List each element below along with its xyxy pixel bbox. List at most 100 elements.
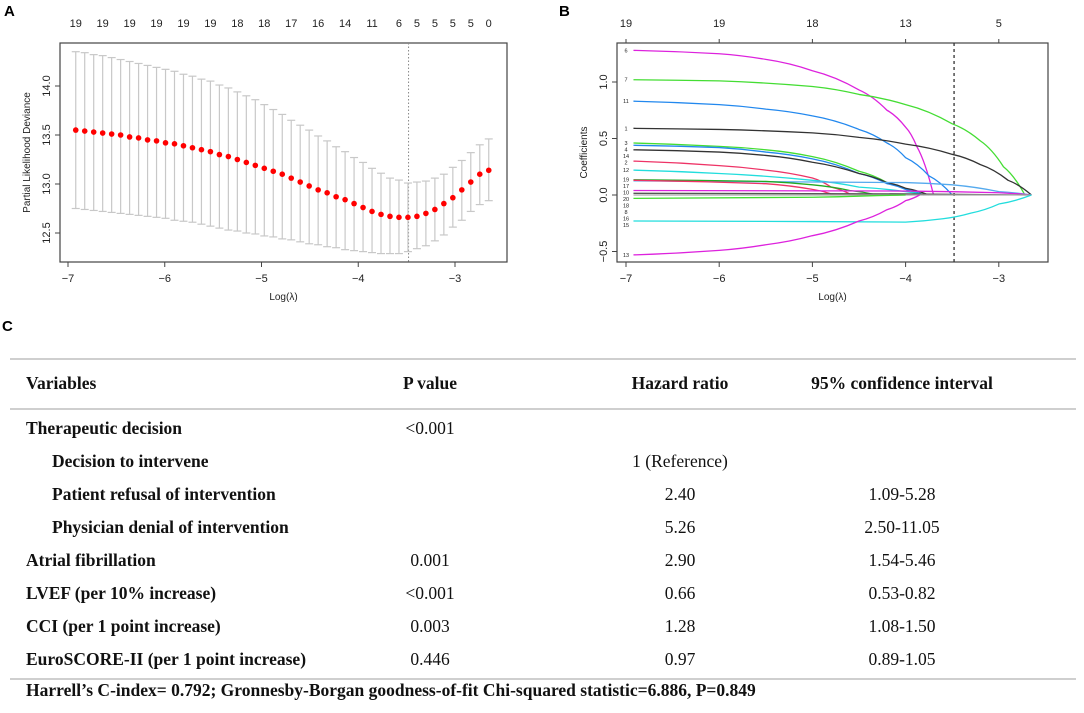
deviance-point (476, 171, 483, 177)
panel-label-c: C (2, 318, 13, 335)
top-axis-label: 16 (312, 18, 324, 30)
table-row: Therapeutic decision <0.001 (10, 412, 1076, 445)
cox-regression-table: Variables P value Hazard ratio 95% confi… (10, 358, 1076, 680)
deviance-point (90, 129, 97, 135)
deviance-point (126, 134, 133, 140)
deviance-point (234, 156, 241, 163)
path-label: 1 (624, 126, 627, 132)
plot-frame (616, 42, 1049, 263)
deviance-point (467, 179, 474, 185)
top-axis-label: 19 (177, 18, 189, 30)
deviance-point (459, 187, 465, 193)
coefficient-path-13 (633, 194, 920, 256)
path-label: 13 (623, 253, 629, 259)
table-row: Patient refusal of intervention 2.40 1.09-… (10, 478, 1076, 511)
path-label: 3 (624, 141, 627, 147)
x-tick-label: −4 (352, 273, 365, 285)
header-hazard-ratio: Hazard ratio (631, 373, 729, 393)
top-axis-label: 5 (414, 18, 420, 30)
header-confidence-interval: 95% confidence interval (811, 373, 993, 393)
y-tick-label: 0.0 (598, 187, 610, 202)
path-label: 7 (624, 78, 627, 84)
row-p-value: 0.003 (410, 616, 450, 636)
header-variables: Variables (26, 373, 97, 393)
deviance-point (432, 206, 438, 213)
top-axis-label: 13 (899, 18, 911, 30)
deviance-point (441, 200, 447, 207)
deviance-point (288, 175, 295, 181)
coefficient-path-15 (633, 194, 1032, 223)
top-axis-label: 19 (123, 18, 135, 30)
deviance-point (252, 162, 259, 169)
deviance-point (117, 132, 124, 138)
y-tick-label: 1.0 (598, 74, 610, 89)
row-variable: CCI (per 1 point increase) (26, 616, 221, 636)
deviance-point (171, 141, 178, 147)
coefficient-path-4 (633, 144, 925, 196)
y-tick-label: 13.0 (41, 173, 53, 194)
top-axis-label: 19 (150, 18, 162, 30)
deviance-point (279, 171, 286, 177)
x-axis-label: Log(λ) (818, 292, 846, 303)
table-row: Atrial fibrillation 0.001 2.90 1.54-5.46 (10, 544, 1076, 577)
top-axis-label: 11 (366, 18, 377, 30)
top-axis-label: 6 (396, 18, 402, 30)
path-label: 18 (623, 204, 629, 210)
coefficient-path-chart: −7 −6 −5 −4 −3 −0.5 0.0 0.5 1.0 Log(λ) Coefficient… (579, 18, 1049, 303)
path-label: 2 (624, 161, 627, 167)
deviance-point (243, 159, 250, 166)
deviance-point (180, 142, 187, 149)
path-label: 8 (624, 210, 627, 216)
deviance-point (324, 190, 330, 196)
x-tick-label: −7 (620, 273, 633, 285)
deviance-point (144, 137, 151, 143)
x-tick-label: −6 (713, 273, 726, 285)
row-variable: EuroSCORE-II (per 1 point increase) (26, 649, 307, 669)
deviance-point (414, 213, 420, 220)
deviance-point (99, 130, 106, 136)
top-axis-label: 14 (339, 18, 351, 30)
row-p-value: 0.001 (410, 550, 450, 570)
row-variable: Therapeutic decision (26, 418, 183, 438)
table-row: LVEF (per 10% increase) <0.001 0.66 0.53-0.… (10, 577, 1076, 610)
row-confidence-interval: 0.89-1.05 (868, 649, 936, 669)
row-confidence-interval: 0.53-0.82 (868, 583, 936, 603)
top-axis-label: 5 (996, 18, 1002, 30)
deviance-point (225, 153, 232, 160)
y-tick-label: −0.5 (598, 241, 610, 263)
row-variable: LVEF (per 10% increase) (26, 583, 217, 603)
top-axis-label: 19 (713, 18, 725, 30)
cv-deviance-chart: −7 −6 −5 −4 −3 12.5 13.0 13.5 14.0 Log(λ) Partial … (22, 18, 508, 303)
row-confidence-interval: 2.50-11.05 (864, 517, 940, 537)
deviance-point (306, 183, 312, 189)
top-axis-label: 5 (468, 18, 474, 30)
deviance-point (450, 194, 456, 201)
table-row: Decision to intervene 1 (Reference) (10, 445, 1076, 478)
header-p-value: P value (403, 373, 457, 393)
row-hazard-ratio: 1 (Reference) (632, 451, 728, 471)
deviance-point (315, 187, 321, 193)
deviance-point (485, 167, 492, 174)
row-p-value: <0.001 (405, 583, 455, 603)
path-label: 6 (624, 48, 627, 54)
top-axis-label: 18 (231, 18, 243, 30)
path-label: 16 (623, 217, 629, 223)
y-tick-label: 12.5 (41, 222, 53, 243)
row-variable: Atrial fibrillation (26, 550, 156, 570)
coefficient-path-7 (633, 79, 1026, 196)
top-axis-label: 19 (97, 18, 109, 30)
deviance-point (216, 151, 223, 158)
deviance-point (333, 193, 339, 200)
coefficient-path-16 (633, 194, 906, 200)
deviance-point (72, 127, 79, 133)
deviance-point (189, 144, 196, 151)
row-hazard-ratio: 2.40 (664, 484, 696, 504)
x-tick-label: −4 (899, 273, 912, 285)
table-body: Therapeutic decision <0.001 Decision to in… (10, 410, 1076, 676)
x-tick-label: −3 (993, 273, 1006, 285)
x-axis-label: Log(λ) (269, 292, 297, 303)
deviance-point (162, 140, 169, 146)
row-variable: Physician denial of intervention (52, 517, 289, 537)
model-fit-footnote: Harrell’s C-index= 0.792; Gronnesby-Borg… (26, 680, 756, 700)
top-axis-label: 5 (450, 18, 456, 30)
